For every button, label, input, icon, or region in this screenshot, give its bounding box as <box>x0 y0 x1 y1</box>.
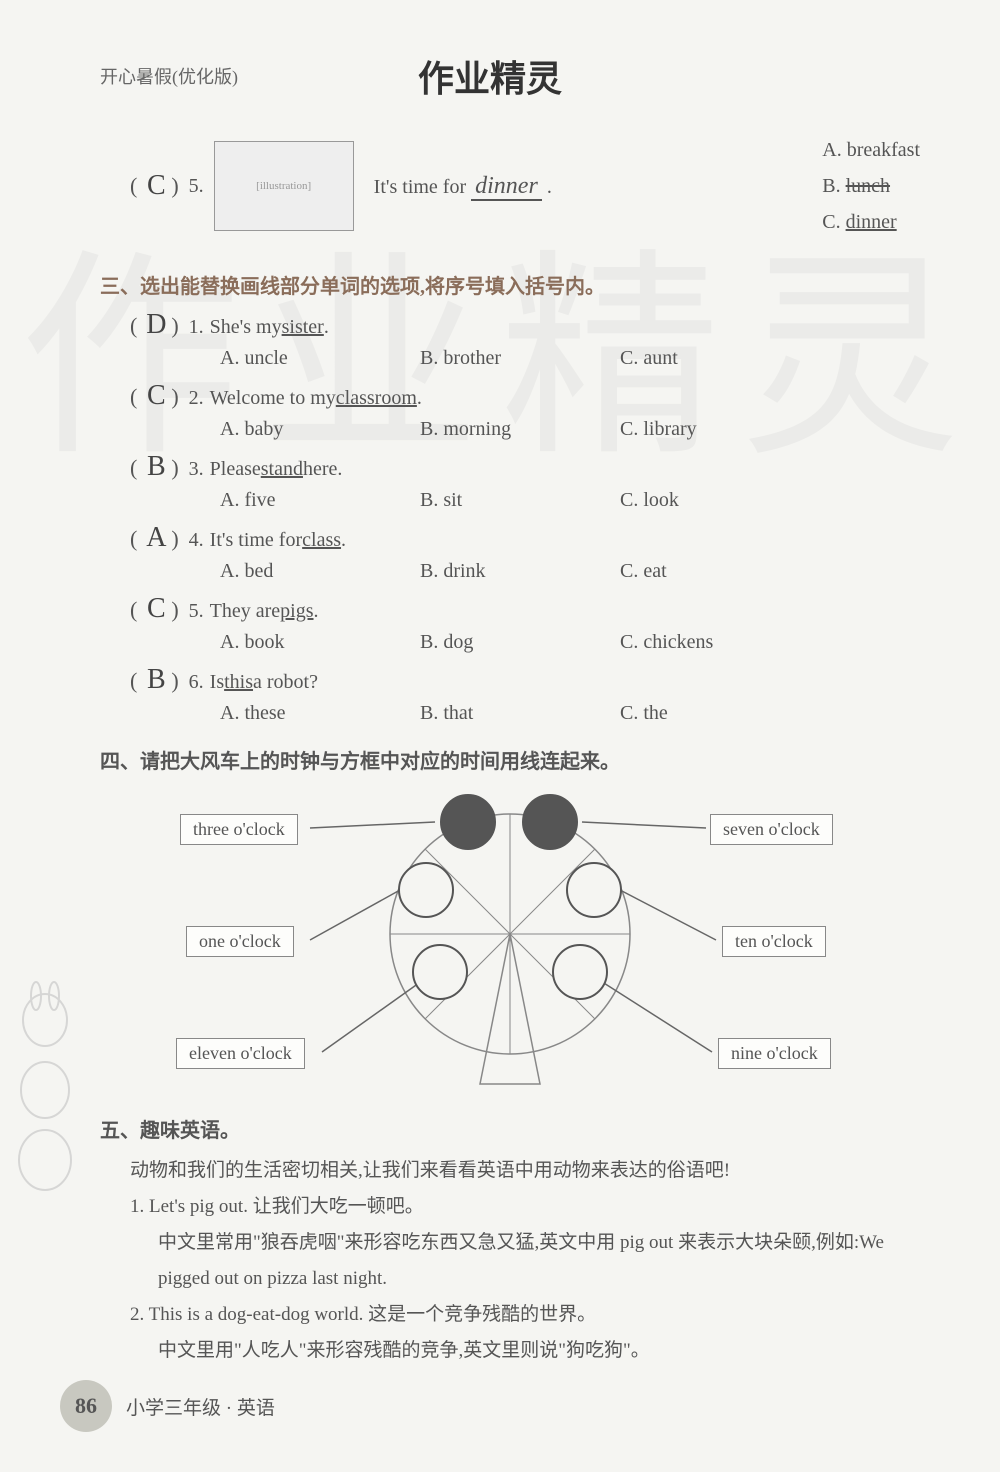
section3-options: A. bedB. drinkC. eat <box>100 560 920 583</box>
q5-number: 5. <box>189 175 204 198</box>
page-content: 开心暑假(优化版) 作业精灵 ( C ) 5. [illustration] I… <box>0 0 1000 1410</box>
clock-face <box>566 862 622 918</box>
q5-options: A. breakfastB. lunchC. dinner <box>822 132 920 240</box>
answer: C <box>141 380 171 412</box>
clock-face <box>440 794 496 850</box>
option: A. five <box>220 489 420 512</box>
answer: B <box>141 451 171 483</box>
section5-item: 2. This is a dog-eat-dog world. 这是一个竞争残酷… <box>130 1297 920 1369</box>
section3-options: A. theseB. thatC. the <box>100 702 920 725</box>
option: C. the <box>620 702 668 725</box>
section3-question: (C)5. They are pigs. <box>100 593 920 625</box>
q5-prefix: It's time for <box>374 176 471 198</box>
page-header: 开心暑假(优化版) 作业精灵 <box>100 50 920 102</box>
q5-sentence: It's time for dinner . <box>374 173 552 200</box>
section3-question: (D)1. She's my sister. <box>100 309 920 341</box>
option: C. eat <box>620 560 667 583</box>
paren-close: ) <box>171 173 178 199</box>
section3-options: A. babyB. morningC. library <box>100 418 920 441</box>
wheel-diagram: three o'clock one o'clock eleven o'clock se… <box>130 784 890 1094</box>
time-label-box: seven o'clock <box>710 814 833 845</box>
book-title: 开心暑假(优化版) <box>100 63 238 89</box>
answer: B <box>141 664 171 696</box>
option: B. sit <box>420 489 620 512</box>
section3-options: A. uncleB. brotherC. aunt <box>100 347 920 370</box>
option: A. book <box>220 631 420 654</box>
option: C. library <box>620 418 697 441</box>
q5-answer: C <box>141 170 171 202</box>
time-label-box: nine o'clock <box>718 1038 831 1069</box>
section3-options: A. bookB. dogC. chickens <box>100 631 920 654</box>
q5-option: B. lunch <box>822 168 920 204</box>
question-5-row: ( C ) 5. [illustration] It's time for di… <box>100 132 920 240</box>
option: A. these <box>220 702 420 725</box>
option: B. that <box>420 702 620 725</box>
option: B. dog <box>420 631 620 654</box>
option: B. brother <box>420 347 620 370</box>
section4-title: 四、请把大风车上的时钟与方框中对应的时间用线连起来。 <box>100 745 920 774</box>
q5-option: C. dinner <box>822 204 920 240</box>
section3-options: A. fiveB. sitC. look <box>100 489 920 512</box>
time-label-box: one o'clock <box>186 926 294 957</box>
option: C. chickens <box>620 631 713 654</box>
option: A. uncle <box>220 347 420 370</box>
option: A. bed <box>220 560 420 583</box>
clock-face <box>398 862 454 918</box>
clock-face <box>552 944 608 1000</box>
clock-face <box>412 944 468 1000</box>
paren-open: ( <box>130 173 137 199</box>
section5-item: 1. Let's pig out. 让我们大吃一顿吧。中文里常用"狼吞虎咽"来形… <box>130 1189 920 1297</box>
option: B. drink <box>420 560 620 583</box>
answer: D <box>141 309 171 341</box>
clock-face <box>522 794 578 850</box>
section3-question: (C)2. Welcome to my classroom. <box>100 380 920 412</box>
q5-option: A. breakfast <box>822 132 920 168</box>
handwritten-title: 作业精灵 <box>418 50 562 102</box>
q5-illustration: [illustration] <box>214 141 354 231</box>
section3-title: 三、选出能替换画线部分单词的选项,将序号填入括号内。 <box>100 270 920 299</box>
option: B. morning <box>420 418 620 441</box>
time-label-box: ten o'clock <box>722 926 826 957</box>
section5-body: 动物和我们的生活密切相关,让我们来看看英语中用动物来表达的俗语吧! 1. Let… <box>100 1153 920 1370</box>
time-label-box: three o'clock <box>180 814 298 845</box>
answer: A <box>141 522 171 554</box>
option: C. aunt <box>620 347 678 370</box>
section3-question: (A)4. It's time for class. <box>100 522 920 554</box>
section5-title: 五、趣味英语。 <box>100 1114 920 1143</box>
section3-question: (B)3. Please stand here. <box>100 451 920 483</box>
section3-body: (D)1. She's my sister. A. uncleB. brother… <box>100 309 920 725</box>
q5-suffix: . <box>547 176 552 198</box>
q5-blank: dinner <box>471 173 542 201</box>
option: C. look <box>620 489 679 512</box>
section3-question: (B)6. Is this a robot? <box>100 664 920 696</box>
option: A. baby <box>220 418 420 441</box>
answer: C <box>141 593 171 625</box>
section5-intro: 动物和我们的生活密切相关,让我们来看看英语中用动物来表达的俗语吧! <box>130 1153 920 1189</box>
time-label-box: eleven o'clock <box>176 1038 305 1069</box>
